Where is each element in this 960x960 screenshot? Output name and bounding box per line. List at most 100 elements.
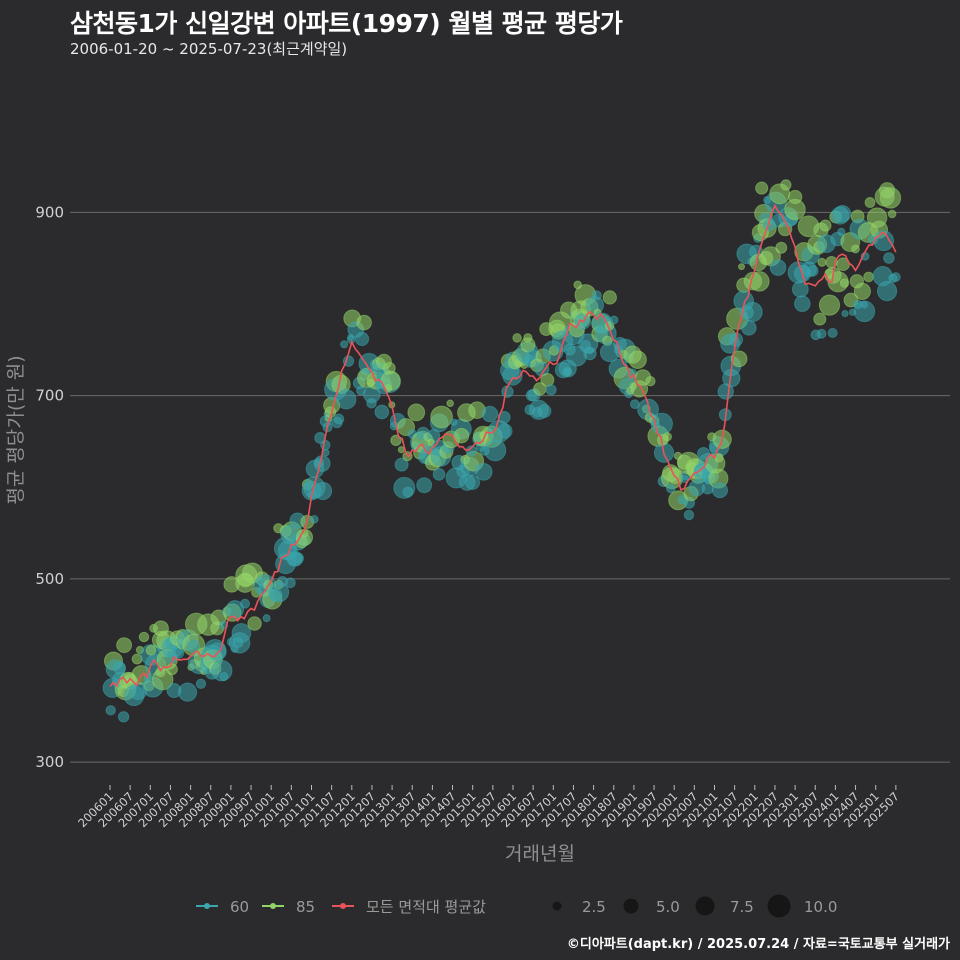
point-85 bbox=[446, 399, 454, 408]
point-85 bbox=[407, 403, 426, 422]
point-60 bbox=[816, 328, 827, 339]
chart-subtitle: 2006-01-20 ~ 2025-07-23(최근계약일) bbox=[70, 40, 348, 58]
point-60 bbox=[545, 384, 557, 396]
legend-size-label: 7.5 bbox=[730, 898, 754, 916]
point-60 bbox=[262, 614, 271, 623]
point-85 bbox=[813, 312, 827, 326]
point-85 bbox=[380, 370, 401, 391]
y-tick-label: 900 bbox=[35, 203, 64, 221]
point-85 bbox=[863, 271, 874, 283]
point-60 bbox=[583, 346, 597, 361]
point-60 bbox=[683, 509, 695, 521]
legend-size-dot bbox=[552, 901, 562, 911]
point-60 bbox=[309, 515, 319, 524]
point-60 bbox=[609, 315, 619, 325]
point-85 bbox=[775, 241, 788, 254]
point-85 bbox=[628, 350, 647, 369]
point-85 bbox=[116, 637, 133, 654]
legend-size-label: 5.0 bbox=[656, 898, 680, 916]
point-85 bbox=[138, 631, 150, 643]
point-60 bbox=[876, 280, 898, 302]
point-85 bbox=[430, 405, 453, 429]
point-60 bbox=[837, 227, 846, 236]
point-60 bbox=[374, 404, 390, 420]
point-60 bbox=[320, 439, 331, 451]
point-60 bbox=[177, 682, 198, 702]
point-85 bbox=[887, 209, 897, 219]
point-85 bbox=[523, 333, 533, 343]
point-60 bbox=[366, 398, 377, 409]
chart-title: 삼천동1가 신일강변 아파트(1997) 월별 평균 평당가 bbox=[70, 9, 623, 38]
legend-85-label: 85 bbox=[296, 898, 315, 916]
point-60 bbox=[833, 205, 852, 223]
point-85 bbox=[864, 197, 876, 208]
point-60 bbox=[313, 481, 333, 501]
y-tick-label: 500 bbox=[35, 570, 64, 588]
point-60 bbox=[650, 412, 673, 435]
point-60 bbox=[806, 264, 819, 277]
point-85 bbox=[512, 333, 522, 343]
point-85 bbox=[295, 528, 314, 546]
y-tick-label: 700 bbox=[35, 387, 64, 405]
legend-size-label: 2.5 bbox=[582, 898, 606, 916]
point-60 bbox=[322, 448, 330, 457]
point-60 bbox=[591, 290, 602, 301]
point-60 bbox=[285, 577, 296, 589]
point-60 bbox=[113, 661, 127, 675]
point-60 bbox=[195, 678, 207, 689]
point-60 bbox=[841, 309, 849, 318]
point-60 bbox=[711, 482, 729, 499]
point-85 bbox=[818, 294, 841, 316]
point-60 bbox=[563, 367, 573, 377]
point-60 bbox=[354, 331, 370, 347]
y-tick-label: 300 bbox=[35, 753, 64, 771]
point-60 bbox=[292, 552, 304, 564]
point-60 bbox=[219, 671, 229, 682]
legend: 60 85 모든 면적대 평균값 2.5 5.0 7.5 10.0 bbox=[196, 894, 837, 918]
legend-avg-dot bbox=[340, 903, 346, 909]
point-60 bbox=[665, 483, 676, 494]
legend-85-dot bbox=[270, 903, 276, 909]
point-60 bbox=[883, 252, 895, 264]
point-85 bbox=[602, 290, 617, 305]
credit-text: ©디아파트(dapt.kr) / 2025.07.24 / 자료=국토교통부 실… bbox=[566, 937, 950, 952]
point-85 bbox=[145, 644, 157, 656]
point-60 bbox=[340, 340, 349, 349]
point-60 bbox=[402, 486, 414, 498]
point-85 bbox=[356, 314, 372, 331]
legend-avg-label: 모든 면적대 평균값 bbox=[366, 898, 486, 916]
point-60 bbox=[769, 259, 787, 276]
point-85 bbox=[397, 446, 405, 454]
legend-size-label: 10.0 bbox=[804, 898, 837, 916]
point-60 bbox=[231, 623, 252, 643]
point-60 bbox=[484, 439, 507, 462]
point-60 bbox=[474, 462, 493, 481]
point-85 bbox=[819, 219, 832, 232]
point-60 bbox=[827, 327, 838, 338]
point-85 bbox=[390, 434, 402, 447]
point-85 bbox=[737, 263, 746, 271]
legend-60-label: 60 bbox=[230, 898, 249, 916]
point-60 bbox=[793, 295, 811, 312]
point-85 bbox=[784, 198, 806, 221]
point-60 bbox=[481, 405, 499, 423]
point-85 bbox=[749, 271, 770, 292]
point-60 bbox=[333, 413, 345, 425]
point-60 bbox=[741, 320, 757, 336]
point-85 bbox=[165, 663, 178, 676]
point-60 bbox=[432, 467, 446, 481]
legend-size-dot bbox=[695, 896, 715, 916]
point-85 bbox=[453, 427, 470, 444]
point-60 bbox=[208, 642, 227, 661]
point-60 bbox=[890, 272, 901, 282]
point-60 bbox=[239, 598, 251, 609]
point-85 bbox=[730, 350, 748, 368]
point-60 bbox=[465, 474, 481, 490]
point-60 bbox=[117, 711, 130, 723]
point-60 bbox=[416, 477, 433, 494]
point-85 bbox=[839, 278, 850, 288]
point-60 bbox=[860, 300, 869, 309]
x-axis-label: 거래년월 bbox=[505, 843, 575, 865]
point-85 bbox=[879, 187, 902, 209]
